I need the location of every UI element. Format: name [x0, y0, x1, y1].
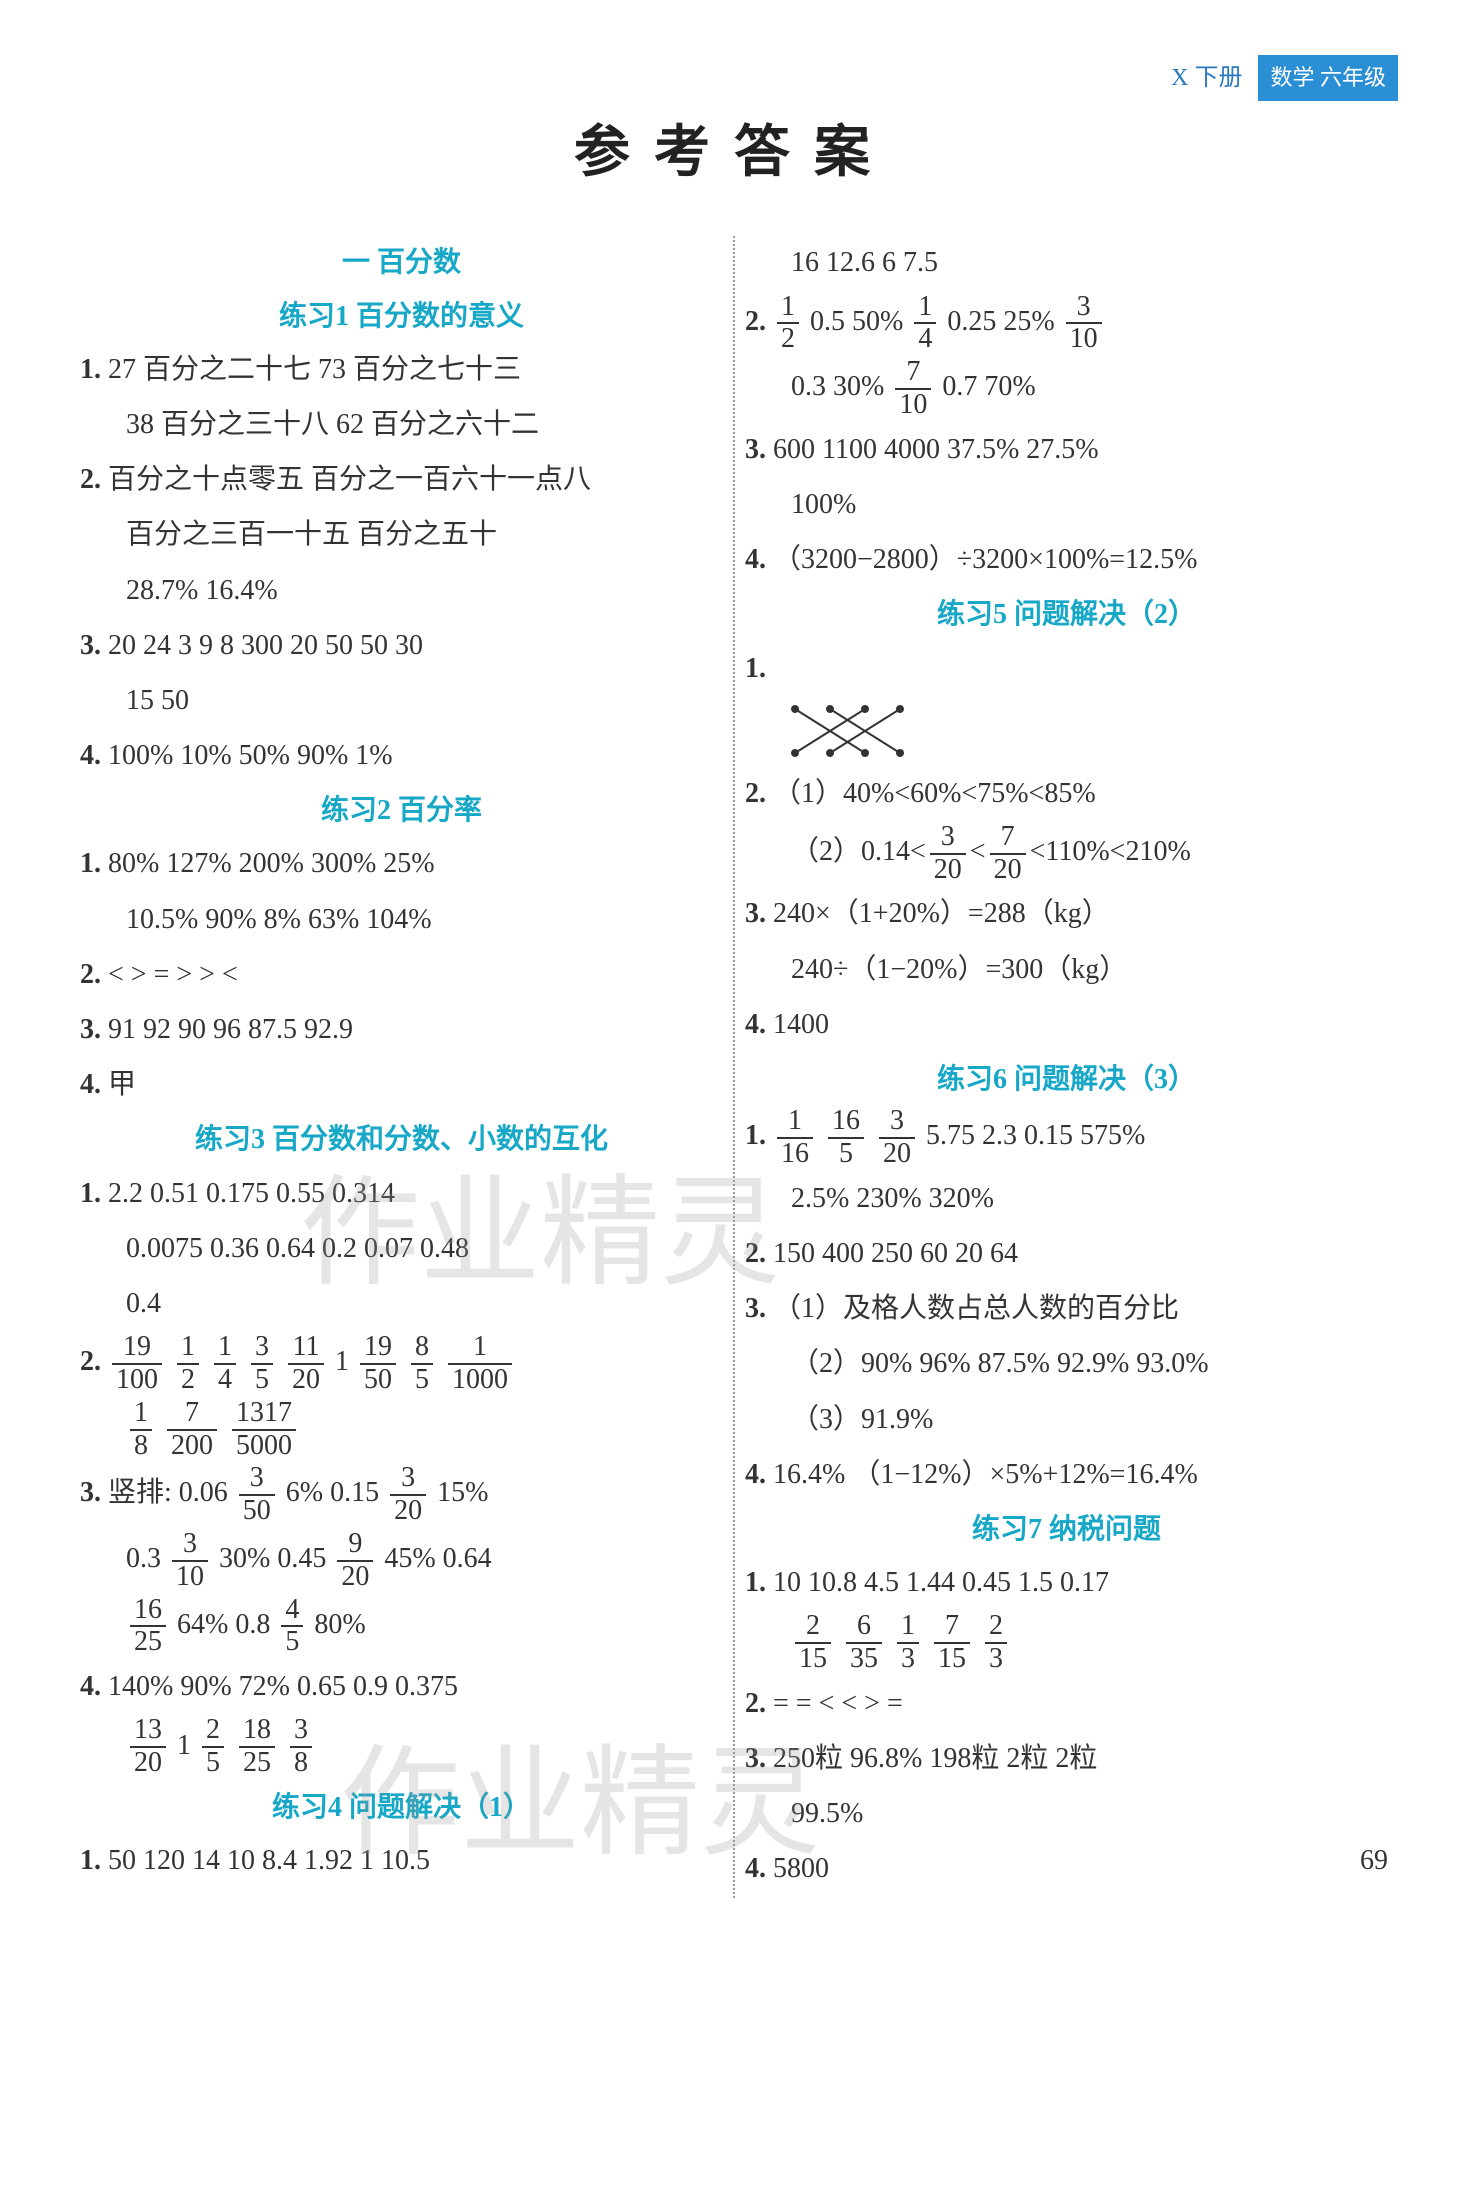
answer-line: 4. （3200−2800）÷3200×100%=12.5%	[745, 533, 1388, 586]
answer-line: 0.3 310 30% 0.45 920 45% 0.64	[80, 1529, 723, 1593]
answer-line: 4. 100% 10% 50% 90% 1%	[80, 729, 723, 782]
answer-line: 215 635 13 715 23	[745, 1611, 1388, 1675]
answer-line: 2. 19100 12 14 35 1120 1 1950 85 11000	[80, 1332, 723, 1396]
section-5-head: 练习5 问题解决（2）	[745, 588, 1388, 641]
answer-line: 2. （1）40%<60%<75%<85%	[745, 767, 1388, 820]
answer-line: 240÷（1−20%）=300（kg）	[745, 943, 1388, 996]
page-number: 69	[1360, 1834, 1388, 1887]
section-1-head: 练习1 百分数的意义	[80, 290, 723, 343]
answer-line: （2）0.14<320<720<110%<210%	[745, 822, 1388, 886]
section-2-head: 练习2 百分率	[80, 784, 723, 837]
answer-line: 百分之三百一十五 百分之五十	[80, 508, 723, 561]
answer-line: 1625 64% 0.8 45 80%	[80, 1595, 723, 1659]
answer-line: 3. 240×（1+20%）=288（kg）	[745, 887, 1388, 940]
answer-line: （3）91.9%	[745, 1393, 1388, 1446]
answer-line: 16 12.6 6 7.5	[745, 236, 1388, 289]
answer-line: 1. 80% 127% 200% 300% 25%	[80, 837, 723, 890]
answer-line: 3. （1）及格人数占总人数的百分比	[745, 1282, 1388, 1335]
answer-line: 1. 50 120 14 10 8.4 1.92 1 10.5	[80, 1834, 723, 1887]
section-6-head: 练习6 问题解决（3）	[745, 1053, 1388, 1106]
answer-line: 3. 91 92 90 96 87.5 92.9	[80, 1003, 723, 1056]
header-bar: X 下册 数学 六年级	[1171, 55, 1398, 102]
answer-line: 4. 16.4% （1−12%）×5%+12%=16.4%	[745, 1448, 1388, 1501]
header-badge: 数学 六年级	[1258, 55, 1398, 101]
answer-line: 0.3 30% 710 0.7 70%	[745, 357, 1388, 421]
answer-line: 1. 27 百分之二十七 73 百分之七十三	[80, 343, 723, 396]
header-pre: X 下册	[1171, 65, 1242, 91]
section-4-head: 练习4 问题解决（1）	[80, 1781, 723, 1834]
answer-line: 4. 140% 90% 72% 0.65 0.9 0.375	[80, 1660, 723, 1713]
answer-line: 3. 250粒 96.8% 198粒 2粒 2粒	[745, 1732, 1388, 1785]
answer-line: 28.7% 16.4%	[80, 564, 723, 617]
matching-diagram-icon	[785, 701, 905, 761]
page-title: 参考答案	[70, 100, 1398, 206]
left-column: 一 百分数 练习1 百分数的意义 1. 27 百分之二十七 73 百分之七十三 …	[70, 236, 733, 1897]
answer-line: 2. = = < < > =	[745, 1677, 1388, 1730]
section-7-head: 练习7 纳税问题	[745, 1503, 1388, 1556]
answer-line: 2. 12 0.5 50% 14 0.25 25% 310	[745, 292, 1388, 356]
answer-line: 2. < > = > > <	[80, 948, 723, 1001]
answer-line: （2）90% 96% 87.5% 92.9% 93.0%	[745, 1337, 1388, 1390]
answer-line: 1. 2.2 0.51 0.175 0.55 0.314	[80, 1167, 723, 1220]
answer-line: 0.0075 0.36 0.64 0.2 0.07 0.48	[80, 1222, 723, 1275]
answer-line: 38 百分之三十八 62 百分之六十二	[80, 398, 723, 451]
answer-line: 4. 1400	[745, 998, 1388, 1051]
answer-line: 3. 600 1100 4000 37.5% 27.5%	[745, 423, 1388, 476]
answer-line: 3. 20 24 3 9 8 300 20 50 50 30	[80, 619, 723, 672]
answer-line: 18 7200 13175000	[80, 1398, 723, 1462]
answer-line: 1320 1 25 1825 38	[80, 1715, 723, 1779]
answer-line: 1. 10 10.8 4.5 1.44 0.45 1.5 0.17	[745, 1556, 1388, 1609]
answer-line: 2. 150 400 250 60 20 64	[745, 1227, 1388, 1280]
answer-line: 4. 甲	[80, 1058, 723, 1111]
answer-line: 1.	[745, 642, 1388, 761]
section-3-head: 练习3 百分数和分数、小数的互化	[80, 1113, 723, 1166]
answer-line: 10.5% 90% 8% 63% 104%	[80, 893, 723, 946]
chapter-head: 一 百分数	[80, 236, 723, 289]
right-column: 16 12.6 6 7.5 2. 12 0.5 50% 14 0.25 25% …	[735, 236, 1398, 1897]
answer-line: 4. 5800	[745, 1842, 1388, 1895]
answer-line: 0.4	[80, 1277, 723, 1330]
answer-line: 99.5%	[745, 1787, 1388, 1840]
answer-line: 3. 竖排: 0.06 350 6% 0.15 320 15%	[80, 1463, 723, 1527]
answer-line: 1. 116 165 320 5.75 2.3 0.15 575%	[745, 1106, 1388, 1170]
answer-line: 15 50	[80, 674, 723, 727]
content-columns: 一 百分数 练习1 百分数的意义 1. 27 百分之二十七 73 百分之七十三 …	[70, 236, 1398, 1897]
answer-line: 100%	[745, 478, 1388, 531]
answer-line: 2. 百分之十点零五 百分之一百六十一点八	[80, 453, 723, 506]
answer-line: 2.5% 230% 320%	[745, 1172, 1388, 1225]
